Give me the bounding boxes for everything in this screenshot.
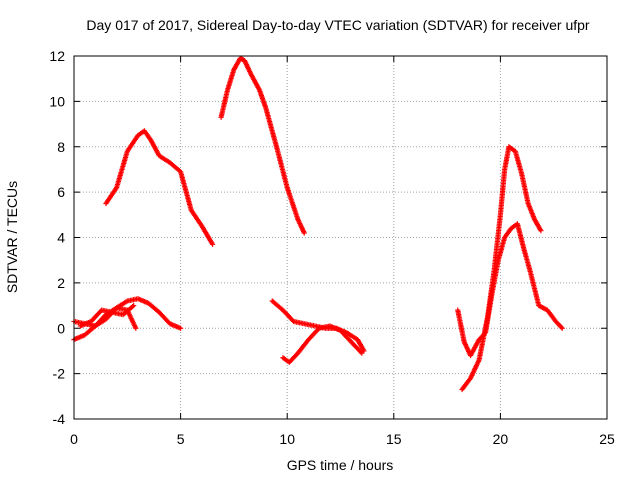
data-point bbox=[538, 228, 544, 234]
x-tick-label: 15 bbox=[386, 431, 402, 447]
grid-lines bbox=[74, 56, 607, 419]
y-tick-label: 2 bbox=[57, 275, 65, 291]
x-tick-label: 0 bbox=[70, 431, 78, 447]
y-tick-label: 4 bbox=[57, 230, 65, 246]
data-point bbox=[131, 302, 137, 309]
data-point bbox=[559, 325, 565, 331]
x-axis-label: GPS time / hours bbox=[287, 457, 394, 473]
y-tick-label: 0 bbox=[57, 320, 65, 336]
axis-ticks: -4 -2 0 2 4 6 8 10 12 0 5 10 15 20 25 bbox=[49, 48, 615, 447]
chart-title: Day 017 of 2017, Sidereal Day-to-day VTE… bbox=[86, 17, 590, 33]
x-tick-label: 5 bbox=[177, 431, 185, 447]
y-axis-label: SDTVAR / TECUs bbox=[4, 181, 20, 293]
data-point bbox=[359, 350, 365, 356]
y-tick-label: -4 bbox=[53, 411, 66, 427]
data-points bbox=[71, 55, 565, 393]
x-tick-label: 25 bbox=[599, 431, 615, 447]
data-point bbox=[301, 230, 307, 236]
data-point bbox=[209, 241, 216, 247]
y-tick-label: 10 bbox=[49, 93, 65, 109]
y-tick-label: 6 bbox=[57, 184, 65, 200]
y-tick-label: 12 bbox=[49, 48, 65, 64]
y-tick-label: -2 bbox=[53, 366, 66, 382]
y-tick-label: 8 bbox=[57, 139, 65, 155]
plot-frame bbox=[73, 55, 608, 420]
x-tick-label: 10 bbox=[279, 431, 295, 447]
data-point bbox=[178, 325, 184, 331]
data-point bbox=[133, 325, 139, 331]
x-tick-label: 20 bbox=[493, 431, 509, 447]
